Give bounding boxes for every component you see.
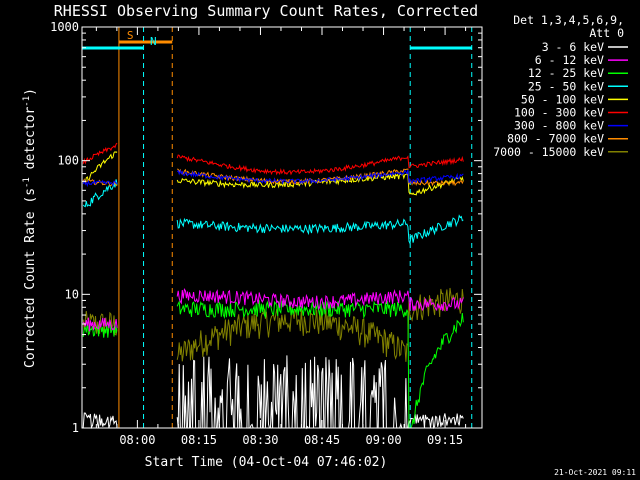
flag-label-0: S [127, 29, 134, 42]
series-trace-1 [176, 287, 464, 312]
series-trace-0 [82, 412, 118, 430]
x-axis-label: Start Time (04-Oct-04 07:46:02) [145, 455, 388, 470]
series-trace-4 [82, 151, 118, 184]
chart-title: RHESSI Observing Summary Count Rates, Co… [54, 2, 478, 20]
series-trace-6 [82, 179, 118, 188]
legend-label-6: 300 - 800 keV [514, 119, 604, 133]
series-trace-5 [176, 154, 464, 176]
series-trace-3 [82, 179, 118, 208]
x-tick-label: 08:30 [242, 433, 278, 447]
legend-label-4: 50 - 100 keV [521, 92, 604, 106]
series-trace-1 [82, 317, 118, 332]
y-axis: 1 10 100 1000 [50, 20, 482, 435]
series-trace-6 [176, 169, 464, 186]
legend-label-5: 100 - 300 keV [514, 106, 604, 120]
y-tick-label: 1000 [50, 20, 79, 34]
x-axis: 08:00 08:15 08:30 08:45 09:00 09:15 [95, 27, 467, 447]
series-trace-3 [176, 214, 464, 246]
legend-label-7: 800 - 7000 keV [507, 132, 604, 146]
series-trace-7 [176, 168, 464, 187]
x-tick-label: 09:00 [365, 433, 401, 447]
y-tick-label: 10 [65, 287, 79, 301]
legend-header-attenuator: Att 0 [589, 26, 624, 40]
flag-label-1: N [150, 35, 157, 48]
legend-label-0: 3 - 6 keV [542, 40, 604, 54]
legend-label-8: 7000 - 15000 keV [493, 145, 604, 159]
plot-frame [81, 26, 483, 429]
y-axis-label: Corrected Count Rate (s-1 detector-1) [22, 88, 38, 368]
y-tick-label: 100 [57, 154, 79, 168]
legend-header-detectors: Det 1,3,4,5,6,9, [513, 13, 624, 27]
x-tick-label: 09:15 [427, 433, 463, 447]
generation-timestamp: 21-Oct-2021 09:11 [554, 468, 636, 477]
series-trace-2 [176, 299, 464, 429]
x-tick-label: 08:15 [181, 433, 217, 447]
legend-label-1: 6 - 12 keV [535, 53, 604, 67]
x-tick-label: 08:00 [119, 433, 155, 447]
x-tick-label: 08:45 [304, 433, 340, 447]
y-tick-label: 1 [72, 421, 79, 435]
legend-label-3: 25 - 50 keV [528, 79, 604, 93]
legend-label-2: 12 - 25 keV [528, 66, 604, 80]
